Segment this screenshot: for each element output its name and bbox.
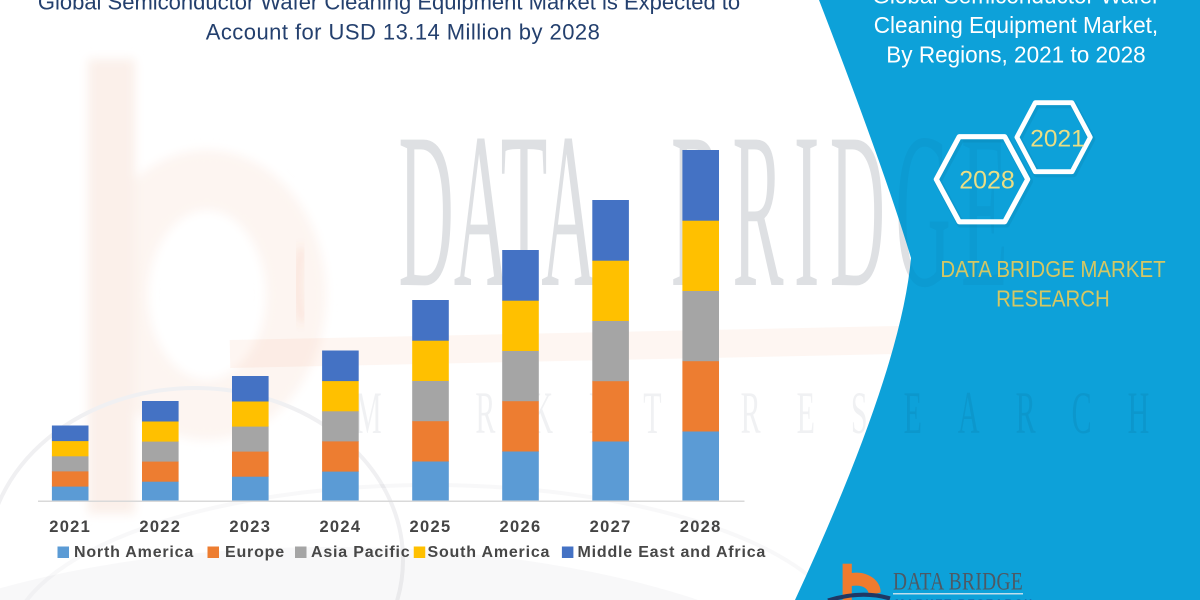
svg-text:Global Semiconductor Wafer Cle: Global Semiconductor Wafer Cleaning Equi… — [38, 0, 740, 15]
svg-text:2028: 2028 — [680, 518, 722, 536]
svg-text:South America: South America — [428, 544, 551, 561]
svg-text:2025: 2025 — [410, 518, 452, 536]
svg-text:Asia Pacific: Asia Pacific — [311, 544, 410, 561]
svg-text:DATA: DATA — [398, 87, 596, 333]
svg-text:DATA BRIDGE: DATA BRIDGE — [893, 567, 1023, 595]
svg-text:Global Semiconductor Wafer: Global Semiconductor Wafer — [872, 0, 1160, 8]
svg-text:DATA BRIDGE MARKET: DATA BRIDGE MARKET — [940, 256, 1165, 283]
svg-text:2027: 2027 — [590, 518, 632, 536]
svg-text:Cleaning Equipment Market,: Cleaning Equipment Market, — [874, 12, 1158, 39]
svg-text:MARKET RESEARCH: MARKET RESEARCH — [895, 598, 1034, 600]
svg-text:By Regions, 2021 to 2028: By Regions, 2021 to 2028 — [886, 41, 1145, 68]
svg-text:North America: North America — [74, 544, 194, 561]
svg-text:2024: 2024 — [319, 518, 361, 536]
svg-text:2023: 2023 — [229, 518, 271, 536]
svg-text:RESEARCH: RESEARCH — [996, 285, 1110, 312]
svg-text:2028: 2028 — [959, 167, 1015, 195]
svg-text:2021: 2021 — [49, 518, 91, 536]
svg-text:Account for USD 13.14 Million: Account for USD 13.14 Million by 2028 — [206, 20, 601, 45]
svg-text:2026: 2026 — [500, 518, 542, 536]
svg-text:Middle East and Africa: Middle East and Africa — [578, 544, 767, 561]
svg-text:Europe: Europe — [225, 544, 285, 561]
svg-text:2022: 2022 — [139, 518, 181, 536]
svg-text:2021: 2021 — [1030, 126, 1085, 153]
